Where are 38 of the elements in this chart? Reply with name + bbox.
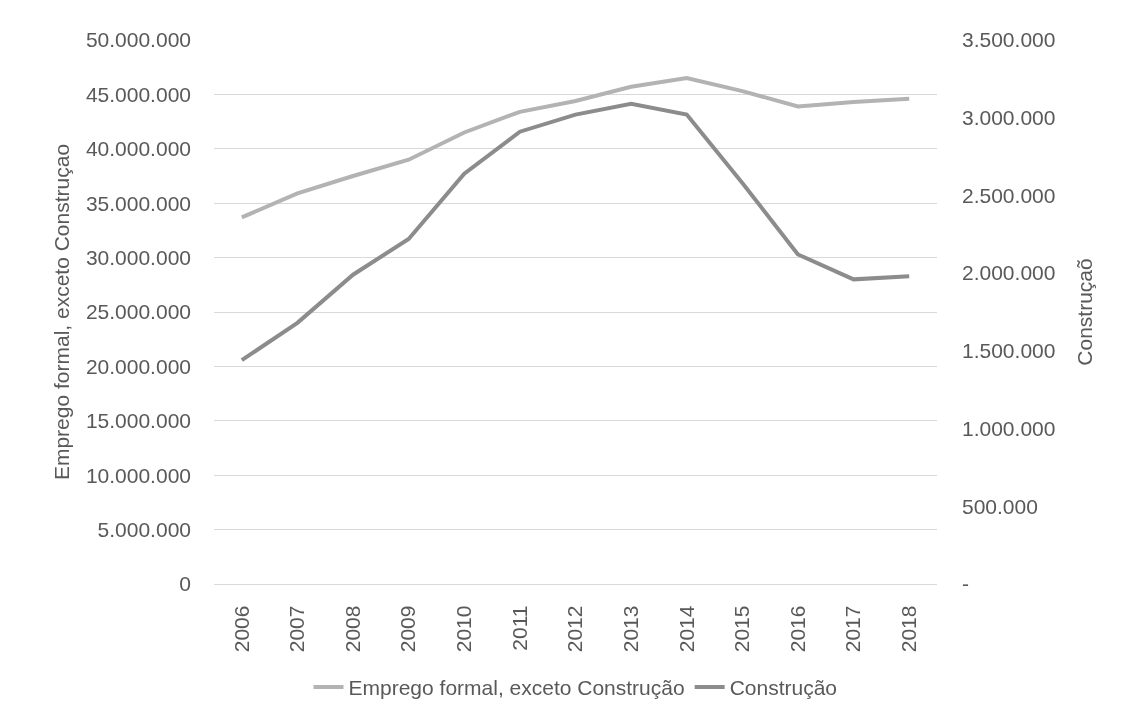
x-tick-label: 2018 xyxy=(897,605,921,653)
legend-label: Construção xyxy=(729,676,838,700)
y2-tick-label: 2.500.000 xyxy=(962,183,1056,207)
x-tick-label: 2010 xyxy=(452,605,476,653)
y-tick-label: 15.000.000 xyxy=(85,409,191,433)
y-tick-label: 45.000.000 xyxy=(85,82,191,106)
y-tick-label: 35.000.000 xyxy=(85,191,191,215)
y2-tick-label: 500.000 xyxy=(962,494,1038,518)
y-tick-label: 25.000.000 xyxy=(85,300,191,324)
legend-label: Emprego formal, exceto Construção xyxy=(348,676,685,700)
line-series xyxy=(239,101,912,363)
x-tick-label: 2015 xyxy=(730,605,754,653)
y-tick-label: 30.000.000 xyxy=(85,245,191,269)
x-tick-label: 2012 xyxy=(563,605,587,653)
y-tick-label: 50.000.000 xyxy=(85,28,191,52)
y-tick-label: 40.000.000 xyxy=(85,137,191,161)
x-tick-label: 2009 xyxy=(396,605,420,653)
y-tick-label: 5.000.000 xyxy=(97,517,191,541)
x-tick-label: 2013 xyxy=(618,605,642,653)
x-tick-label: 2016 xyxy=(785,605,809,653)
y-axis-title: Emprego formal, exceto Construçao xyxy=(50,143,74,481)
x-tick-label: 2008 xyxy=(340,605,364,653)
x-tick-label: 2011 xyxy=(507,605,531,651)
y2-axis-title: Construçaõ xyxy=(1072,258,1096,366)
line-series xyxy=(239,76,912,220)
y2-tick-label: 3.500.000 xyxy=(962,28,1056,52)
y-tick-label: 0 xyxy=(179,572,191,596)
x-tick-label: 2007 xyxy=(285,605,309,653)
y-tick-label: 10.000.000 xyxy=(85,463,191,487)
y2-tick-label: - xyxy=(962,572,969,596)
y2-tick-label: 1.000.000 xyxy=(962,416,1056,440)
x-tick-label: 2014 xyxy=(674,605,698,653)
y2-tick-label: 2.000.000 xyxy=(962,261,1056,285)
x-tick-label: 2017 xyxy=(841,605,865,653)
y-tick-label: 20.000.000 xyxy=(85,354,191,378)
x-tick-label: 2006 xyxy=(229,605,253,653)
y2-tick-label: 3.000.000 xyxy=(962,106,1056,130)
y2-tick-label: 1.500.000 xyxy=(962,339,1056,363)
